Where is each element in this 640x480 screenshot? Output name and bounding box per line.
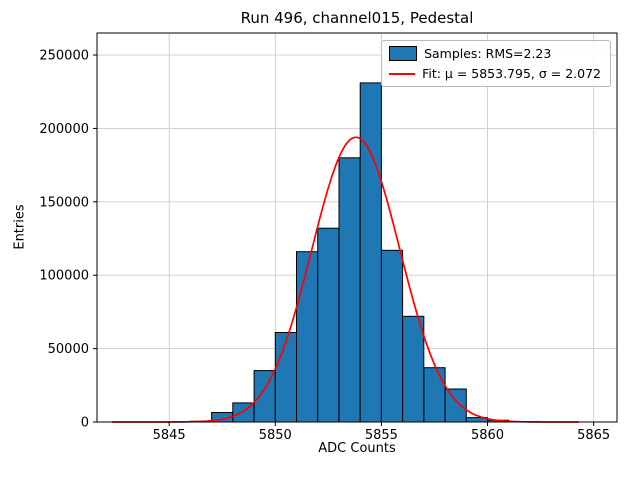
y-tick-label: 250000 <box>39 49 89 64</box>
y-tick-label: 50000 <box>48 342 89 357</box>
x-tick-label: 5860 <box>471 428 504 443</box>
y-tick-label: 150000 <box>39 195 89 210</box>
x-tick-label: 5865 <box>577 428 610 443</box>
histogram-bar <box>359 82 382 423</box>
legend-item-fit: Fit: μ = 5853.795, σ = 2.072 <box>389 66 601 81</box>
fit-line-swatch <box>389 72 416 75</box>
fit-label: Fit: μ = 5853.795, σ = 2.072 <box>422 66 601 81</box>
x-tick-label: 5845 <box>153 428 186 443</box>
chart-title: Run 496, channel015, Pedestal <box>240 9 474 27</box>
y-tick-label: 0 <box>81 416 89 431</box>
histogram-bar <box>296 251 319 423</box>
histogram-bar <box>338 157 361 423</box>
samples-swatch <box>389 46 418 61</box>
histogram-bar <box>423 367 446 423</box>
x-tick-label: 5850 <box>259 428 292 443</box>
histogram-bar <box>402 315 425 423</box>
histogram-bar <box>253 370 276 423</box>
y-tick-label: 200000 <box>39 122 89 137</box>
axes-border <box>96 32 618 423</box>
histogram-bar <box>274 332 297 423</box>
histogram-bar <box>317 227 340 423</box>
x-axis-label: ADC Counts <box>318 441 396 456</box>
y-axis-label: Entries <box>12 204 28 250</box>
legend: Samples: RMS=2.23 Fit: μ = 5853.795, σ =… <box>381 40 611 87</box>
legend-item-samples: Samples: RMS=2.23 <box>389 46 601 61</box>
x-tick-label: 5855 <box>365 428 398 443</box>
samples-label: Samples: RMS=2.23 <box>424 46 552 61</box>
histogram-bar <box>380 249 404 423</box>
y-tick-label: 100000 <box>39 269 89 284</box>
histogram-bar <box>444 388 467 423</box>
